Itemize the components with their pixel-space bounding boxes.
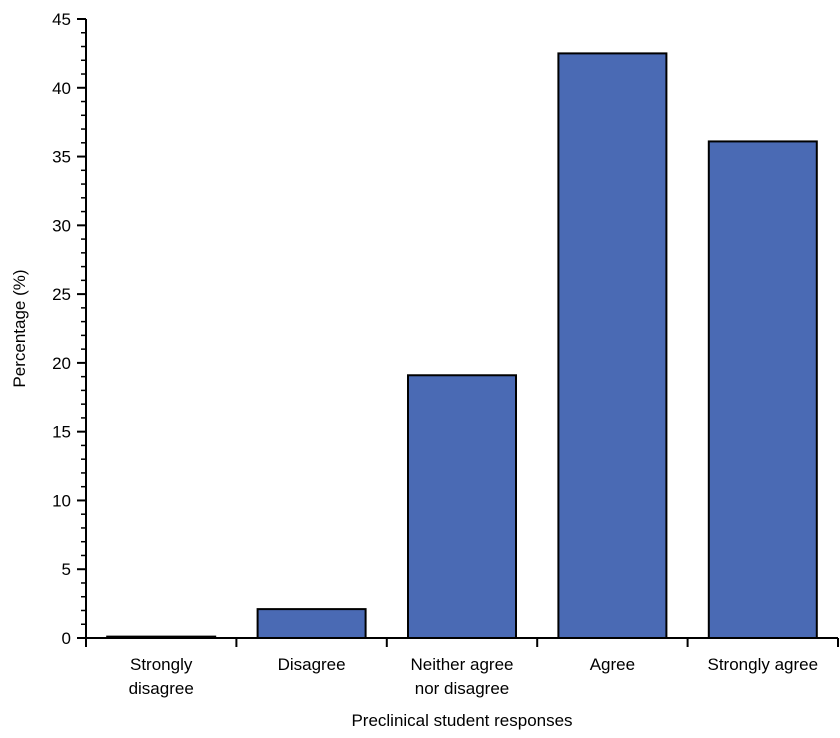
y-axis-title: Percentage (%) (10, 269, 29, 387)
x-category-label-2: Neither agree (410, 655, 513, 674)
x-category-labels: Strongly disagree Disagree Neither agree nor… (129, 655, 818, 698)
y-tick-label: 45 (52, 10, 71, 29)
y-tick-label: 5 (62, 560, 71, 579)
y-tick-label: 35 (52, 148, 71, 167)
x-category-label-4: Strongly agree (708, 655, 819, 674)
bar-1 (256, 608, 367, 640)
y-tick-label: 25 (52, 285, 71, 304)
bar-3 (557, 52, 668, 639)
y-tick-label: 30 (52, 216, 71, 235)
bar-4 (707, 140, 818, 639)
y-tick-label: 10 (52, 491, 71, 510)
axes-group (85, 19, 838, 639)
x-category-label-1: Disagree (278, 655, 346, 674)
x-axis-title: Preclinical student responses (351, 711, 572, 730)
bar-2 (407, 374, 517, 639)
y-tick-label: 15 (52, 423, 71, 442)
x-category-label-2: nor disagree (415, 679, 510, 698)
x-category-label-0: disagree (129, 679, 194, 698)
x-ticks-group (85, 638, 839, 647)
y-tick-label: 40 (52, 79, 71, 98)
bars-group (106, 52, 818, 640)
y-tick-label: 20 (52, 354, 71, 373)
y-ticks-group: 0 5 10 15 20 25 30 35 40 45 (52, 10, 86, 648)
y-tick-label: 0 (62, 629, 71, 648)
x-category-label-3: Agree (590, 655, 635, 674)
x-category-label-0: Strongly (130, 655, 193, 674)
